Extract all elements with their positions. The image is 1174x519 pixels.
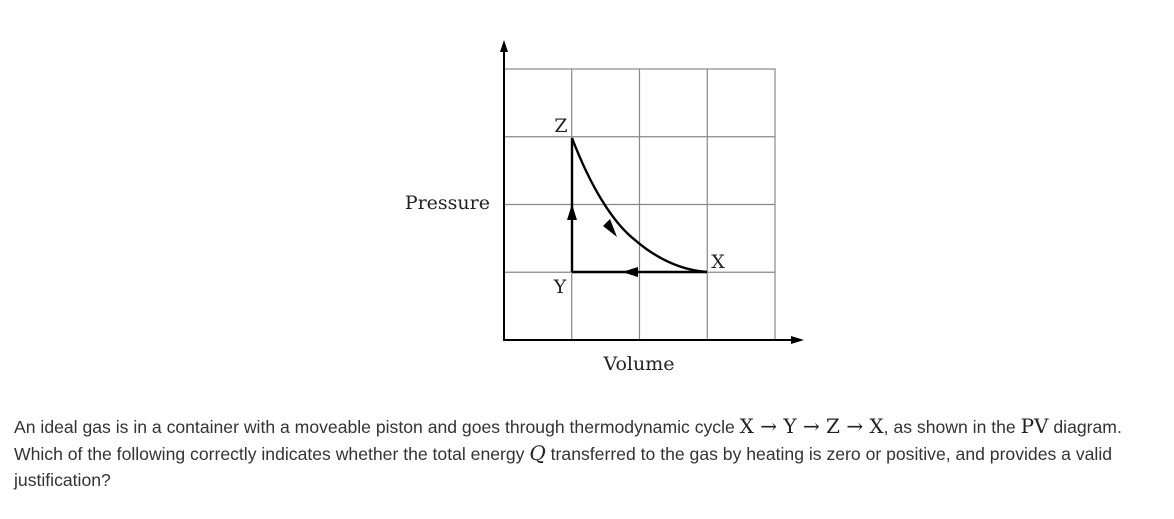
direction-arrows bbox=[567, 204, 638, 277]
point-label-x: X bbox=[711, 251, 725, 273]
axes bbox=[500, 40, 804, 344]
arrow-x-to-y bbox=[622, 267, 638, 277]
y-axis-arrowhead bbox=[500, 40, 508, 52]
pv-term: PV bbox=[1020, 414, 1049, 438]
x-axis-arrowhead bbox=[791, 336, 804, 344]
y-axis-label: Pressure bbox=[405, 192, 490, 214]
arrow-y-to-z bbox=[567, 204, 577, 220]
question-text: An ideal gas is in a container with a mo… bbox=[14, 413, 1154, 493]
point-label-y: Y bbox=[553, 276, 567, 298]
point-label-z: Z bbox=[554, 115, 567, 137]
question-after-cycle: , as shown in the bbox=[883, 417, 1021, 437]
cycle-expression: X → Y → Z → X bbox=[739, 414, 884, 438]
x-axis-label: Volume bbox=[603, 353, 675, 375]
grid bbox=[503, 68, 776, 341]
q-variable: Q bbox=[529, 441, 546, 465]
path-z-to-x bbox=[570, 137, 708, 274]
arrow-z-to-x bbox=[603, 219, 617, 237]
question-intro: An ideal gas is in a container with a mo… bbox=[14, 417, 740, 437]
question-after-q: transferred to the gas by heating is zer… bbox=[14, 444, 1113, 490]
pv-diagram: Pressure Volume Z Y X bbox=[405, 40, 804, 375]
question-after-pv: diagram. Which of the following correctl… bbox=[14, 417, 1122, 464]
